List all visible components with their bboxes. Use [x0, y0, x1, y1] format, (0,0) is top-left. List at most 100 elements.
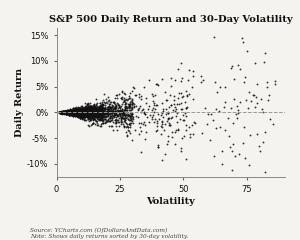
Point: [100, 107, 104, 110]
Point: [120, 107, 125, 110]
Point: [93, 106, 98, 110]
Point: [98, 118, 103, 121]
Point: [69, 108, 74, 112]
Point: [70, 109, 75, 113]
Point: [69, 110, 74, 114]
Point: [90, 114, 94, 117]
Point: [76, 110, 81, 114]
Point: [75, 110, 80, 114]
Point: [67, 112, 72, 116]
Point: [77, 115, 82, 119]
Point: [76, 108, 80, 112]
Point: [121, 99, 126, 103]
Point: [58, 111, 63, 114]
Point: [85, 110, 89, 114]
Point: [156, 145, 161, 149]
Point: [113, 112, 118, 116]
Point: [103, 100, 108, 104]
Point: [118, 112, 123, 116]
Point: [82, 111, 87, 115]
Point: [119, 115, 124, 119]
Point: [75, 111, 80, 115]
Point: [70, 111, 75, 114]
Point: [88, 104, 93, 108]
Point: [106, 109, 111, 113]
Point: [76, 109, 81, 113]
Point: [109, 109, 113, 113]
Point: [235, 104, 239, 108]
Point: [64, 110, 68, 114]
Point: [74, 111, 79, 115]
Point: [122, 98, 127, 102]
Point: [98, 112, 102, 116]
Point: [85, 111, 90, 115]
Point: [74, 112, 79, 116]
Point: [129, 112, 134, 115]
Point: [82, 108, 87, 112]
Point: [243, 156, 248, 160]
Point: [67, 110, 72, 114]
Point: [63, 110, 68, 114]
Point: [105, 105, 110, 109]
Point: [130, 85, 135, 89]
Point: [77, 107, 82, 111]
Point: [71, 110, 76, 114]
Point: [74, 114, 79, 117]
Point: [82, 108, 87, 112]
Point: [103, 108, 107, 111]
Point: [68, 110, 73, 114]
Point: [93, 112, 98, 116]
Point: [70, 108, 75, 112]
Point: [97, 111, 102, 115]
Point: [71, 110, 76, 114]
Point: [75, 111, 80, 115]
Point: [66, 110, 71, 114]
Point: [100, 118, 105, 122]
Point: [120, 97, 124, 101]
Point: [62, 110, 67, 114]
Point: [65, 110, 70, 114]
Point: [79, 109, 84, 113]
Point: [75, 113, 80, 117]
Point: [119, 110, 124, 114]
Point: [78, 113, 83, 117]
Point: [58, 110, 62, 114]
Point: [90, 107, 94, 111]
Point: [71, 110, 76, 114]
Point: [60, 111, 65, 115]
Point: [79, 104, 84, 108]
Point: [118, 106, 123, 110]
Point: [253, 61, 258, 65]
Point: [78, 116, 83, 120]
Point: [77, 108, 82, 112]
Point: [58, 110, 63, 114]
Point: [73, 112, 78, 116]
Point: [85, 111, 90, 114]
Point: [74, 110, 79, 114]
Point: [265, 85, 270, 89]
Point: [67, 109, 72, 113]
Point: [86, 110, 91, 114]
Point: [113, 107, 118, 111]
Point: [130, 119, 134, 123]
Point: [71, 109, 76, 113]
Point: [75, 111, 80, 115]
Point: [66, 110, 71, 114]
Point: [93, 112, 98, 116]
Point: [85, 112, 89, 116]
Point: [74, 108, 79, 112]
Point: [84, 111, 88, 115]
Point: [83, 106, 88, 109]
Point: [116, 103, 120, 107]
Point: [71, 110, 76, 114]
Point: [75, 109, 80, 113]
Point: [234, 112, 239, 115]
Point: [63, 111, 68, 115]
Point: [84, 108, 89, 112]
Point: [72, 108, 77, 112]
Point: [91, 112, 95, 115]
Point: [78, 109, 83, 113]
Point: [78, 109, 83, 113]
Point: [74, 111, 79, 115]
Point: [60, 111, 65, 115]
